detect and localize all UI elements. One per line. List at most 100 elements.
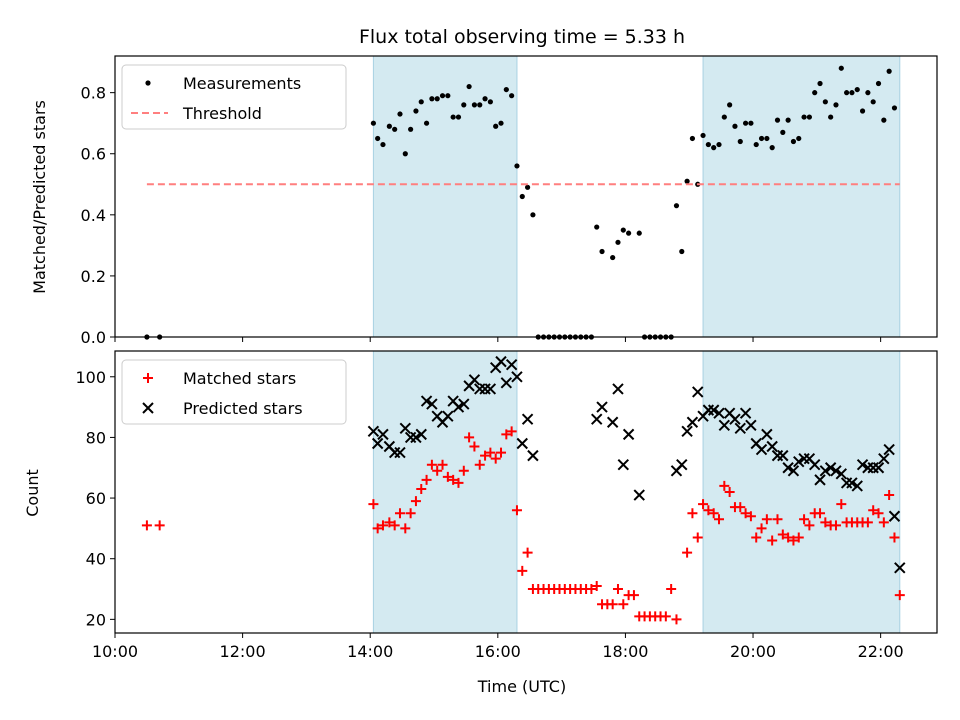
x-tick-label: 20:00 bbox=[730, 642, 776, 661]
predicted-stars-point bbox=[458, 398, 470, 410]
measurements-point bbox=[881, 117, 887, 123]
measurements-point bbox=[828, 114, 834, 120]
measurements-point bbox=[758, 135, 765, 142]
predicted-stars-point bbox=[377, 428, 389, 441]
matched-stars-point bbox=[464, 432, 475, 443]
measurements-point bbox=[865, 90, 871, 96]
measurements-point bbox=[806, 114, 812, 120]
predicted-stars-point bbox=[521, 413, 534, 425]
measurements-point bbox=[727, 102, 733, 108]
measurements-point bbox=[764, 135, 770, 142]
matched-stars-point bbox=[474, 459, 485, 470]
predicted-stars-point bbox=[495, 355, 507, 368]
legend-label-0-1: Threshold bbox=[182, 104, 262, 123]
matched-stars-point bbox=[442, 471, 453, 482]
y-tick-label-1: 40 bbox=[86, 550, 106, 569]
predicted-stars-point bbox=[894, 562, 906, 574]
matched-stars-point bbox=[501, 429, 512, 440]
y-tick-label-1: 100 bbox=[75, 368, 106, 387]
matched-stars-point bbox=[612, 584, 623, 595]
measurements-point bbox=[711, 145, 717, 151]
matched-stars-point bbox=[708, 508, 719, 519]
matched-stars-point bbox=[740, 508, 751, 519]
y-tick-label-0: 0.8 bbox=[81, 84, 106, 103]
predicted-stars-point bbox=[484, 383, 497, 395]
predicted-stars-point bbox=[676, 459, 688, 471]
predicted-stars-point bbox=[612, 383, 624, 395]
measurements-point bbox=[594, 224, 600, 230]
measurements-point bbox=[679, 248, 685, 255]
measurements-point bbox=[700, 132, 706, 139]
measurements-point bbox=[859, 108, 866, 114]
measurements-point bbox=[796, 135, 802, 142]
legend-label-1-1: Predicted stars bbox=[183, 399, 303, 418]
shaded-interval-0-0 bbox=[372, 55, 518, 338]
measurements-point bbox=[854, 86, 860, 93]
measurements-point bbox=[886, 68, 892, 74]
matched-stars-point bbox=[878, 517, 889, 528]
measurements-point bbox=[530, 212, 536, 218]
predicted-stars-point bbox=[888, 510, 901, 522]
predicted-stars-point bbox=[371, 437, 384, 450]
predicted-stars-point bbox=[787, 465, 800, 477]
matched-stars-point bbox=[714, 514, 725, 525]
legend-box-1 bbox=[121, 359, 347, 425]
measurements-point bbox=[439, 93, 446, 99]
bottom-axes: Count Time (UTC) 20 40 60 80 100 10:00 12:00 14… bbox=[23, 350, 938, 696]
matched-stars-point bbox=[469, 441, 480, 452]
matched-stars-point bbox=[815, 508, 826, 519]
matched-stars-point bbox=[453, 477, 464, 488]
matched-stars-point bbox=[368, 499, 379, 510]
x-axis-label: Time (UTC) bbox=[477, 677, 566, 696]
predicted-stars-point bbox=[426, 398, 438, 410]
measurements-point bbox=[769, 145, 775, 151]
measurements-point bbox=[423, 120, 430, 126]
predicted-stars-point bbox=[505, 358, 518, 371]
predicted-stars-point bbox=[686, 416, 699, 428]
matched-stars-point bbox=[426, 459, 437, 470]
matched-stars-point bbox=[767, 535, 778, 546]
measurements-point bbox=[455, 114, 462, 120]
matched-stars-point bbox=[405, 508, 416, 519]
measurements-point bbox=[875, 80, 882, 87]
measurements-point bbox=[524, 184, 531, 190]
measurements-point bbox=[636, 230, 642, 236]
measurements-point bbox=[737, 138, 743, 145]
matched-stars-point bbox=[745, 511, 756, 522]
predicted-stars-point bbox=[814, 474, 826, 486]
matched-stars-point bbox=[511, 505, 522, 516]
measurements-point bbox=[397, 111, 403, 117]
matched-stars-point bbox=[522, 547, 533, 558]
measurements-point bbox=[370, 120, 377, 126]
measurements-point bbox=[891, 105, 898, 111]
measurements-point bbox=[812, 90, 818, 96]
matched-stars-point bbox=[783, 532, 794, 543]
predicted-stars-point bbox=[793, 455, 805, 468]
legend-label-1-0: Matched stars bbox=[183, 369, 296, 388]
predicted-stars-point bbox=[713, 407, 725, 419]
predicted-stars-point bbox=[872, 462, 885, 474]
legend-marker-0-0 bbox=[145, 80, 151, 86]
measurements-point bbox=[870, 99, 876, 105]
measurements-point bbox=[790, 138, 797, 145]
predicted-stars-point bbox=[527, 449, 539, 462]
matched-stars-point bbox=[756, 523, 767, 534]
measurements-point bbox=[450, 114, 456, 120]
predicted-stars-point bbox=[729, 413, 741, 425]
matched-stars-point bbox=[154, 520, 165, 531]
matched-stars-point bbox=[862, 517, 873, 528]
measurements-point bbox=[801, 114, 807, 120]
matched-stars-point bbox=[761, 514, 772, 525]
matched-stars-point bbox=[889, 532, 900, 543]
measurements-point bbox=[386, 123, 392, 129]
predicted-stars-point bbox=[420, 395, 433, 407]
y-tick-label-0: 0.2 bbox=[81, 267, 106, 286]
y-tick-label-1: 60 bbox=[86, 489, 106, 508]
predicted-stars-point bbox=[856, 459, 869, 471]
measurements-point bbox=[774, 117, 781, 123]
matched-stars-point bbox=[894, 590, 905, 601]
measurements-point bbox=[408, 126, 414, 132]
legend-label-0-0: Measurements bbox=[183, 74, 301, 93]
y-tick-label-0: 0.4 bbox=[81, 206, 106, 225]
predicted-stars-point bbox=[777, 449, 789, 462]
